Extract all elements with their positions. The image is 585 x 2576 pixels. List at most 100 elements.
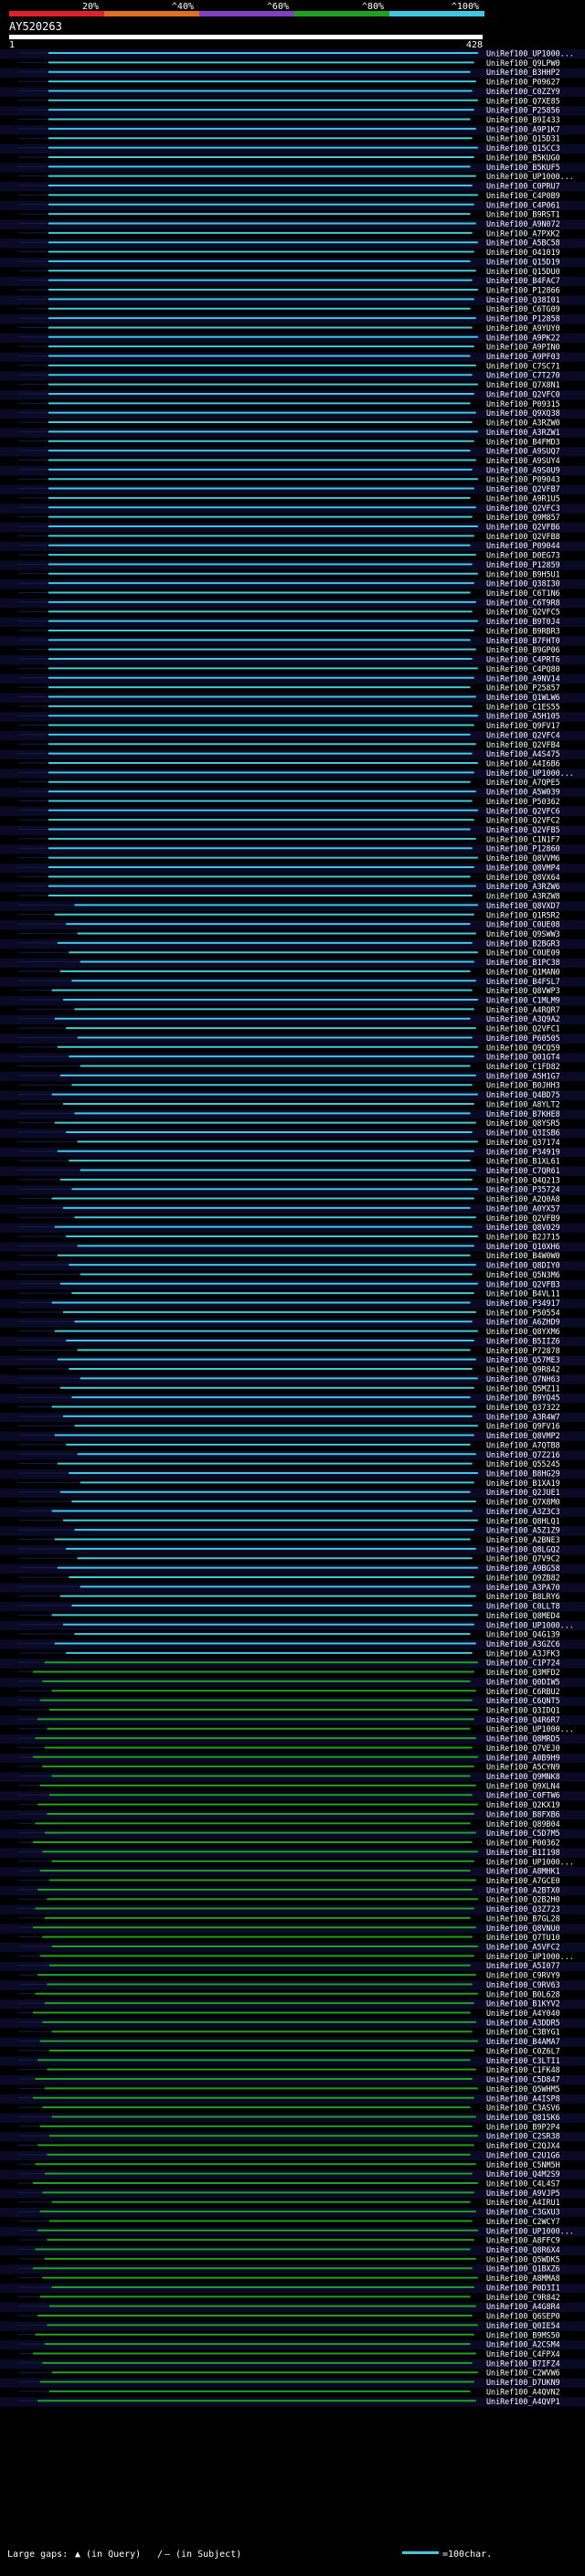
hit-id-label[interactable]: UniRef100_Q8MRD5	[486, 1734, 560, 1744]
hit-id-label[interactable]: UniRef100_A9P1K7	[486, 124, 560, 133]
hit-id-label[interactable]: UniRef100_UP1000...	[486, 769, 574, 778]
hit-id-label[interactable]: UniRef100_A3Z3C3	[486, 1507, 560, 1516]
hit-id-label[interactable]: UniRef100_A7GCE0	[486, 1876, 560, 1885]
hit-id-label[interactable]: UniRef100_B5KUF5	[486, 163, 560, 172]
hit-id-label[interactable]: UniRef100_A5BC58	[486, 239, 560, 248]
hit-id-label[interactable]: UniRef100_UP1000...	[486, 1620, 574, 1629]
hit-id-label[interactable]: UniRef100_Q2VFB9	[486, 1214, 560, 1223]
hit-id-label[interactable]: UniRef100_Q2VFB8	[486, 532, 560, 541]
hit-id-label[interactable]: UniRef100_A4RQR7	[486, 1005, 560, 1014]
hit-id-label[interactable]: UniRef100_Q1MAN0	[486, 967, 560, 976]
hit-id-label[interactable]: UniRef100_C7QR61	[486, 1166, 560, 1175]
hit-id-label[interactable]: UniRef100_C5NM5H	[486, 2160, 560, 2169]
hit-id-label[interactable]: UniRef100_A2BNE3	[486, 1535, 560, 1544]
hit-id-label[interactable]: UniRef100_B4VL11	[486, 1289, 560, 1299]
hit-id-label[interactable]: UniRef100_A8FFC9	[486, 2236, 560, 2245]
hit-id-label[interactable]: UniRef100_Q57ME3	[486, 1355, 560, 1364]
hit-id-label[interactable]: UniRef100_A3DDR5	[486, 2018, 560, 2027]
hit-id-label[interactable]: UniRef100_Q8VMP2	[486, 1431, 560, 1440]
hit-id-label[interactable]: UniRef100_Q4R6R7	[486, 1715, 560, 1724]
hit-id-label[interactable]: UniRef100_B2BGR3	[486, 938, 560, 948]
hit-id-label[interactable]: UniRef100_A9R1U5	[486, 493, 560, 503]
hit-id-label[interactable]: UniRef100_A5CYN9	[486, 1763, 560, 1772]
hit-id-label[interactable]: UniRef100_Q4M2S9	[486, 2169, 560, 2178]
hit-id-label[interactable]: UniRef100_Q8VWP3	[486, 986, 560, 995]
hit-id-label[interactable]: UniRef100_C1N1F7	[486, 834, 560, 843]
hit-id-label[interactable]: UniRef100_P12866	[486, 286, 560, 295]
hit-id-label[interactable]: UniRef100_A4Y040	[486, 2009, 560, 2018]
hit-id-label[interactable]: UniRef100_A4QVN2	[486, 2387, 560, 2396]
hit-id-label[interactable]: UniRef100_B9H5U1	[486, 569, 560, 578]
hit-id-label[interactable]: UniRef100_Q6SEP0	[486, 2312, 560, 2321]
hit-id-label[interactable]: UniRef100_C6T9R8	[486, 598, 560, 607]
hit-id-label[interactable]: UniRef100_B4AMA7	[486, 2037, 560, 2046]
hit-id-label[interactable]: UniRef100_B0L628	[486, 1989, 560, 1998]
hit-id-label[interactable]: UniRef100_B8HG29	[486, 1469, 560, 1479]
hit-id-label[interactable]: UniRef100_Q7VEJ0	[486, 1744, 560, 1753]
hit-id-label[interactable]: UniRef100_Q2JUE1	[486, 1488, 560, 1497]
hit-id-label[interactable]: UniRef100_Q9M857	[486, 513, 560, 522]
hit-id-label[interactable]: UniRef100_B1KYV2	[486, 1999, 560, 2009]
hit-id-label[interactable]: UniRef100_Q7XE85	[486, 96, 560, 105]
hit-id-label[interactable]: UniRef100_B0JHH3	[486, 1081, 560, 1090]
hit-id-label[interactable]: UniRef100_Q5N3M6	[486, 1270, 560, 1279]
hit-id-label[interactable]: UniRef100_B7IFZ4	[486, 2359, 560, 2368]
hit-id-label[interactable]: UniRef100_C3BYG1	[486, 2028, 560, 2037]
hit-id-label[interactable]: UniRef100_C1FK48	[486, 2065, 560, 2074]
hit-id-label[interactable]: UniRef100_A3JFK3	[486, 1648, 560, 1658]
hit-id-label[interactable]: UniRef100_Q8YXM6	[486, 1327, 560, 1336]
hit-id-label[interactable]: UniRef100_A9YUY0	[486, 323, 560, 333]
hit-id-label[interactable]: UniRef100_Q10XH6	[486, 1242, 560, 1251]
hit-id-label[interactable]: UniRef100_A3RZW8	[486, 892, 560, 901]
hit-id-label[interactable]: UniRef100_Q2VFB3	[486, 1279, 560, 1288]
hit-id-label[interactable]: UniRef100_C2WCY7	[486, 2217, 560, 2226]
hit-id-label[interactable]: UniRef100_B9I433	[486, 115, 560, 124]
hit-id-label[interactable]: UniRef100_Q9XLN4	[486, 1781, 560, 1790]
hit-id-label[interactable]: UniRef100_A7QTB8	[486, 1440, 560, 1449]
hit-id-label[interactable]: UniRef100_UP1000...	[486, 1724, 574, 1733]
hit-id-label[interactable]: UniRef100_C5D847	[486, 2075, 560, 2084]
hit-id-label[interactable]: UniRef100_P25857	[486, 684, 560, 693]
hit-id-label[interactable]: UniRef100_Q9ZB82	[486, 1573, 560, 1582]
hit-id-label[interactable]: UniRef100_Q7X8N1	[486, 380, 560, 389]
hit-id-label[interactable]: UniRef100_Q2VFC1	[486, 1024, 560, 1034]
hit-id-label[interactable]: UniRef100_Q1R5R2	[486, 910, 560, 919]
hit-id-label[interactable]: UniRef100_C4P0B9	[486, 191, 560, 200]
hit-id-label[interactable]: UniRef100_P72878	[486, 1346, 560, 1355]
hit-id-label[interactable]: UniRef100_A0YX57	[486, 1203, 560, 1213]
hit-id-label[interactable]: UniRef100_A0B9H9	[486, 1753, 560, 1762]
hit-id-label[interactable]: UniRef100_Q2VFC3	[486, 504, 560, 513]
hit-id-label[interactable]: UniRef100_Q7X8M0	[486, 1498, 560, 1507]
hit-id-label[interactable]: UniRef100_Q38I01	[486, 295, 560, 304]
hit-id-label[interactable]: UniRef100_B9P2P4	[486, 2122, 560, 2131]
hit-id-label[interactable]: UniRef100_Q9FV17	[486, 721, 560, 730]
hit-id-label[interactable]: UniRef100_Q2VFB6	[486, 523, 560, 532]
hit-id-label[interactable]: UniRef100_Q9XQ38	[486, 408, 560, 418]
hit-id-label[interactable]: UniRef100_C1FD82	[486, 1062, 560, 1071]
hit-id-label[interactable]: UniRef100_C4FPX4	[486, 2349, 560, 2359]
hit-id-label[interactable]: UniRef100_C4L4S7	[486, 2179, 560, 2189]
hit-id-label[interactable]: UniRef100_Q8MED4	[486, 1611, 560, 1620]
hit-id-label[interactable]: UniRef100_A5H1G7	[486, 1071, 560, 1080]
hit-id-label[interactable]: UniRef100_Q3MFD2	[486, 1668, 560, 1677]
hit-id-label[interactable]: UniRef100_Q8HLQ1	[486, 1516, 560, 1525]
hit-id-label[interactable]: UniRef100_C7SC71	[486, 361, 560, 370]
hit-id-label[interactable]: UniRef100_Q8V029	[486, 1223, 560, 1232]
hit-id-label[interactable]: UniRef100_C9R842	[486, 2293, 560, 2302]
hit-id-label[interactable]: UniRef100_B9T0J4	[486, 617, 560, 626]
hit-id-label[interactable]: UniRef100_O41019	[486, 248, 560, 257]
hit-id-label[interactable]: UniRef100_Q8VMP4	[486, 863, 560, 872]
hit-id-label[interactable]: UniRef100_C0ZZY9	[486, 87, 560, 96]
hit-id-label[interactable]: UniRef100_C3LTI1	[486, 2056, 560, 2065]
hit-id-label[interactable]: UniRef100_Q8YSR5	[486, 1118, 560, 1128]
hit-id-label[interactable]: UniRef100_Q15D31	[486, 134, 560, 143]
hit-id-label[interactable]: UniRef100_Q9CQ59	[486, 1043, 560, 1052]
hit-id-label[interactable]: UniRef100_C2QJX4	[486, 2141, 560, 2150]
hit-id-label[interactable]: UniRef100_Q8LGQ2	[486, 1544, 560, 1553]
hit-id-label[interactable]: UniRef100_Q3IDQ1	[486, 1706, 560, 1715]
hit-id-label[interactable]: UniRef100_Q7TU10	[486, 1933, 560, 1942]
hit-id-label[interactable]: UniRef100_P34919	[486, 1147, 560, 1156]
hit-id-label[interactable]: UniRef100_P12859	[486, 560, 560, 569]
hit-id-label[interactable]: UniRef100_Q81SK6	[486, 2113, 560, 2122]
hit-id-label[interactable]: UniRef100_C4PQ80	[486, 664, 560, 673]
